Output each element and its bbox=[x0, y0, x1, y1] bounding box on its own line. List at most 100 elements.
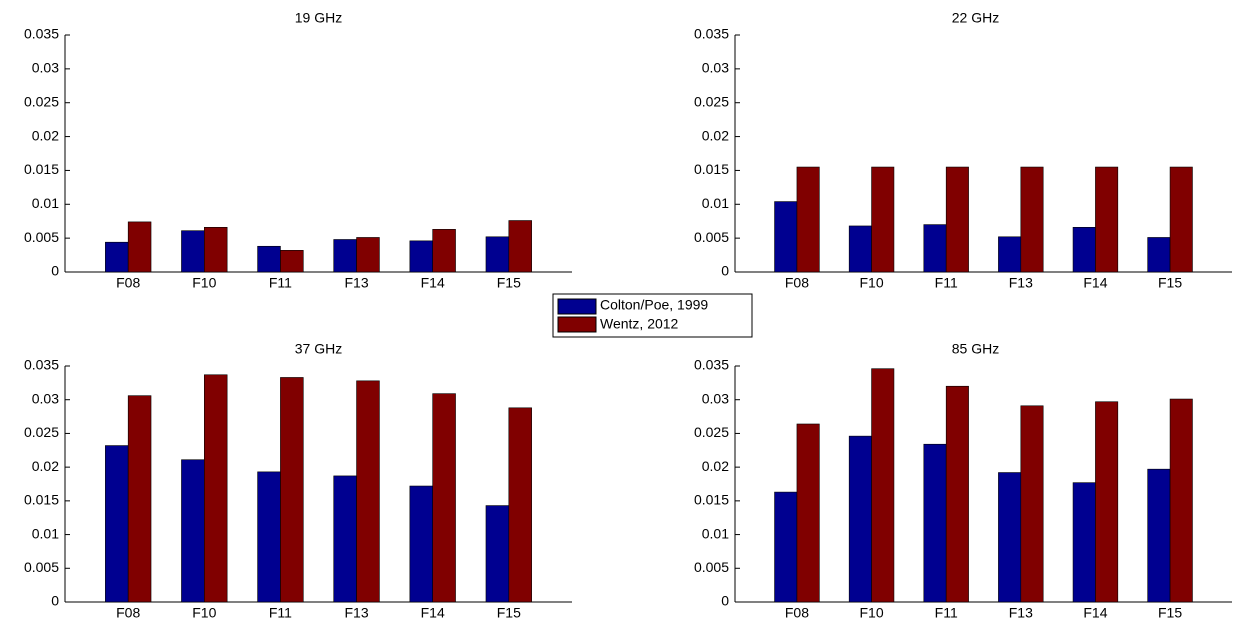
bar bbox=[127, 395, 152, 603]
x-tick-label: F14 bbox=[421, 275, 445, 291]
bar bbox=[508, 220, 532, 273]
x-tick-label: F08 bbox=[116, 605, 140, 621]
y-tick-label: 0.03 bbox=[32, 60, 59, 76]
y-tick-label: 0.015 bbox=[694, 161, 729, 177]
y-tick-label: 0.005 bbox=[24, 559, 59, 575]
bar bbox=[409, 485, 433, 603]
y-tick-label: 0 bbox=[721, 593, 729, 609]
x-tick-label: F14 bbox=[1083, 605, 1107, 621]
y-tick-label: 0 bbox=[721, 263, 729, 279]
y-tick-label: 0.025 bbox=[24, 424, 59, 440]
y-tick-label: 0.035 bbox=[24, 26, 59, 42]
y-tick-label: 0.035 bbox=[694, 357, 729, 373]
y-tick-label: 0.025 bbox=[24, 93, 59, 109]
bar bbox=[257, 245, 281, 273]
bar bbox=[204, 227, 228, 273]
chart-title: 37 GHz bbox=[295, 341, 342, 357]
x-tick-label: F10 bbox=[192, 275, 216, 291]
bar bbox=[356, 237, 380, 273]
bar bbox=[1169, 398, 1193, 603]
legend-swatch bbox=[557, 316, 597, 333]
legend-label: Wentz, 2012 bbox=[600, 316, 679, 332]
bar bbox=[1020, 166, 1044, 273]
bar bbox=[280, 250, 304, 273]
y-tick-label: 0.015 bbox=[24, 161, 59, 177]
y-tick-label: 0 bbox=[51, 593, 59, 609]
x-tick-label: F14 bbox=[421, 605, 445, 621]
x-tick-label: F10 bbox=[860, 605, 884, 621]
x-tick-label: F11 bbox=[269, 275, 292, 291]
bar bbox=[432, 393, 456, 603]
bar bbox=[181, 459, 205, 603]
x-tick-label: F13 bbox=[1009, 605, 1033, 621]
bar bbox=[923, 224, 947, 273]
y-tick-label: 0.025 bbox=[694, 93, 729, 109]
bar bbox=[280, 377, 304, 603]
bar bbox=[871, 166, 895, 273]
y-tick-label: 0.01 bbox=[32, 525, 59, 541]
bar bbox=[1095, 166, 1119, 273]
bar bbox=[1072, 227, 1096, 273]
y-tick-label: 0.035 bbox=[24, 357, 59, 373]
bar bbox=[333, 239, 357, 273]
bar bbox=[485, 236, 510, 273]
x-tick-label: F10 bbox=[860, 275, 884, 291]
bar bbox=[1020, 405, 1044, 603]
bar bbox=[105, 241, 129, 273]
y-tick-label: 0.035 bbox=[694, 26, 729, 42]
y-tick-label: 0.02 bbox=[702, 458, 729, 474]
bar bbox=[1169, 166, 1193, 273]
y-tick-label: 0.03 bbox=[702, 60, 729, 76]
bar bbox=[945, 166, 969, 273]
y-tick-label: 0.025 bbox=[694, 424, 729, 440]
bar bbox=[181, 230, 205, 273]
y-tick-label: 0.015 bbox=[24, 492, 59, 508]
y-tick-label: 0.01 bbox=[702, 525, 729, 541]
x-tick-label: F14 bbox=[1083, 275, 1107, 291]
x-tick-label: F08 bbox=[785, 275, 809, 291]
bar bbox=[356, 380, 380, 603]
bar bbox=[848, 435, 872, 603]
legend-label: Colton/Poe, 1999 bbox=[600, 297, 708, 313]
x-tick-label: F15 bbox=[1158, 275, 1182, 291]
bar bbox=[1072, 482, 1096, 603]
bar bbox=[923, 443, 947, 603]
x-tick-label: F15 bbox=[1158, 605, 1182, 621]
bar bbox=[848, 225, 872, 273]
bar bbox=[333, 475, 357, 603]
bar bbox=[127, 221, 152, 273]
y-tick-label: 0.03 bbox=[32, 390, 59, 406]
bar bbox=[1147, 468, 1171, 603]
bar bbox=[485, 505, 510, 603]
y-tick-label: 0.03 bbox=[702, 390, 729, 406]
bar bbox=[204, 374, 228, 603]
y-tick-label: 0.005 bbox=[694, 229, 729, 245]
bar bbox=[105, 445, 129, 603]
bar bbox=[257, 471, 281, 603]
y-tick-label: 0.01 bbox=[32, 195, 59, 211]
bar bbox=[1095, 401, 1119, 603]
x-tick-label: F11 bbox=[935, 605, 958, 621]
bar bbox=[998, 236, 1022, 273]
x-tick-label: F08 bbox=[116, 275, 140, 291]
bar bbox=[796, 423, 820, 603]
x-tick-label: F15 bbox=[497, 605, 521, 621]
y-tick-label: 0 bbox=[51, 263, 59, 279]
x-tick-label: F13 bbox=[345, 605, 369, 621]
y-tick-label: 0.005 bbox=[694, 559, 729, 575]
bar bbox=[796, 166, 820, 273]
bar bbox=[1147, 237, 1171, 273]
bar bbox=[508, 407, 532, 603]
bar bbox=[774, 491, 798, 603]
x-tick-label: F08 bbox=[785, 605, 809, 621]
bar bbox=[998, 472, 1022, 603]
y-tick-label: 0.01 bbox=[702, 195, 729, 211]
bar bbox=[774, 201, 798, 273]
bar bbox=[432, 229, 456, 273]
y-tick-label: 0.005 bbox=[24, 229, 59, 245]
bar bbox=[871, 368, 895, 603]
x-tick-label: F11 bbox=[269, 605, 292, 621]
y-tick-label: 0.02 bbox=[702, 127, 729, 143]
legend: Colton/Poe, 1999 Wentz, 2012 bbox=[552, 293, 753, 338]
